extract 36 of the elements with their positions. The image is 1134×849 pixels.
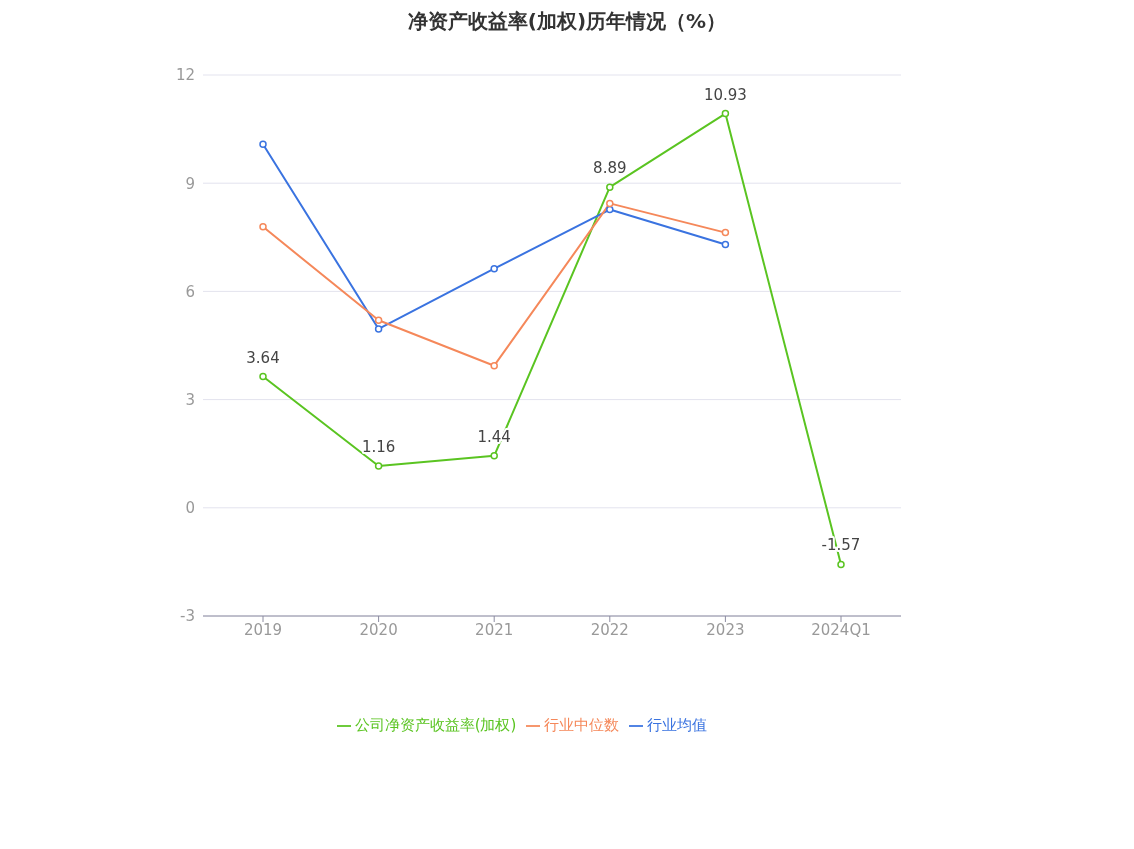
data-label: 3.64 [246,348,280,367]
y-tick-label: 0 [185,499,195,518]
x-tick-label: 2021 [475,620,514,639]
x-tick-label: 2023 [706,620,745,639]
legend-label: 行业中位数 [544,716,620,734]
x-tick-label: 2020 [359,620,398,639]
y-tick-label: 9 [185,174,195,193]
x-tick-label: 2022 [590,620,629,639]
y-tick-label: 12 [175,66,195,85]
point [606,183,614,191]
legend-label: 公司净资产收益率(加权) [354,716,517,734]
y-tick-label: 6 [185,282,195,301]
point [490,361,498,370]
data-label: 8.89 [593,159,627,178]
chart-title: 净资产收益率(加权)历年情况（%） [406,8,728,35]
point [837,560,845,569]
point [259,372,267,381]
point [374,325,383,333]
point [490,264,498,273]
y-tick-label: 3 [185,390,195,409]
point [259,140,267,148]
point [606,205,614,214]
point [259,223,267,231]
x-tick-label: 2024Q1 [811,620,871,639]
data-label: 1.16 [361,437,396,456]
point [374,316,383,324]
point [721,240,730,249]
point [374,462,383,470]
y-tick-label: -3 [180,607,195,626]
point [490,452,498,460]
data-label: 10.93 [703,85,747,104]
point [721,228,730,237]
legend-label: 行业均值 [647,716,708,734]
x-tick-label: 2019 [243,620,283,639]
point [606,199,614,208]
point [721,109,730,118]
